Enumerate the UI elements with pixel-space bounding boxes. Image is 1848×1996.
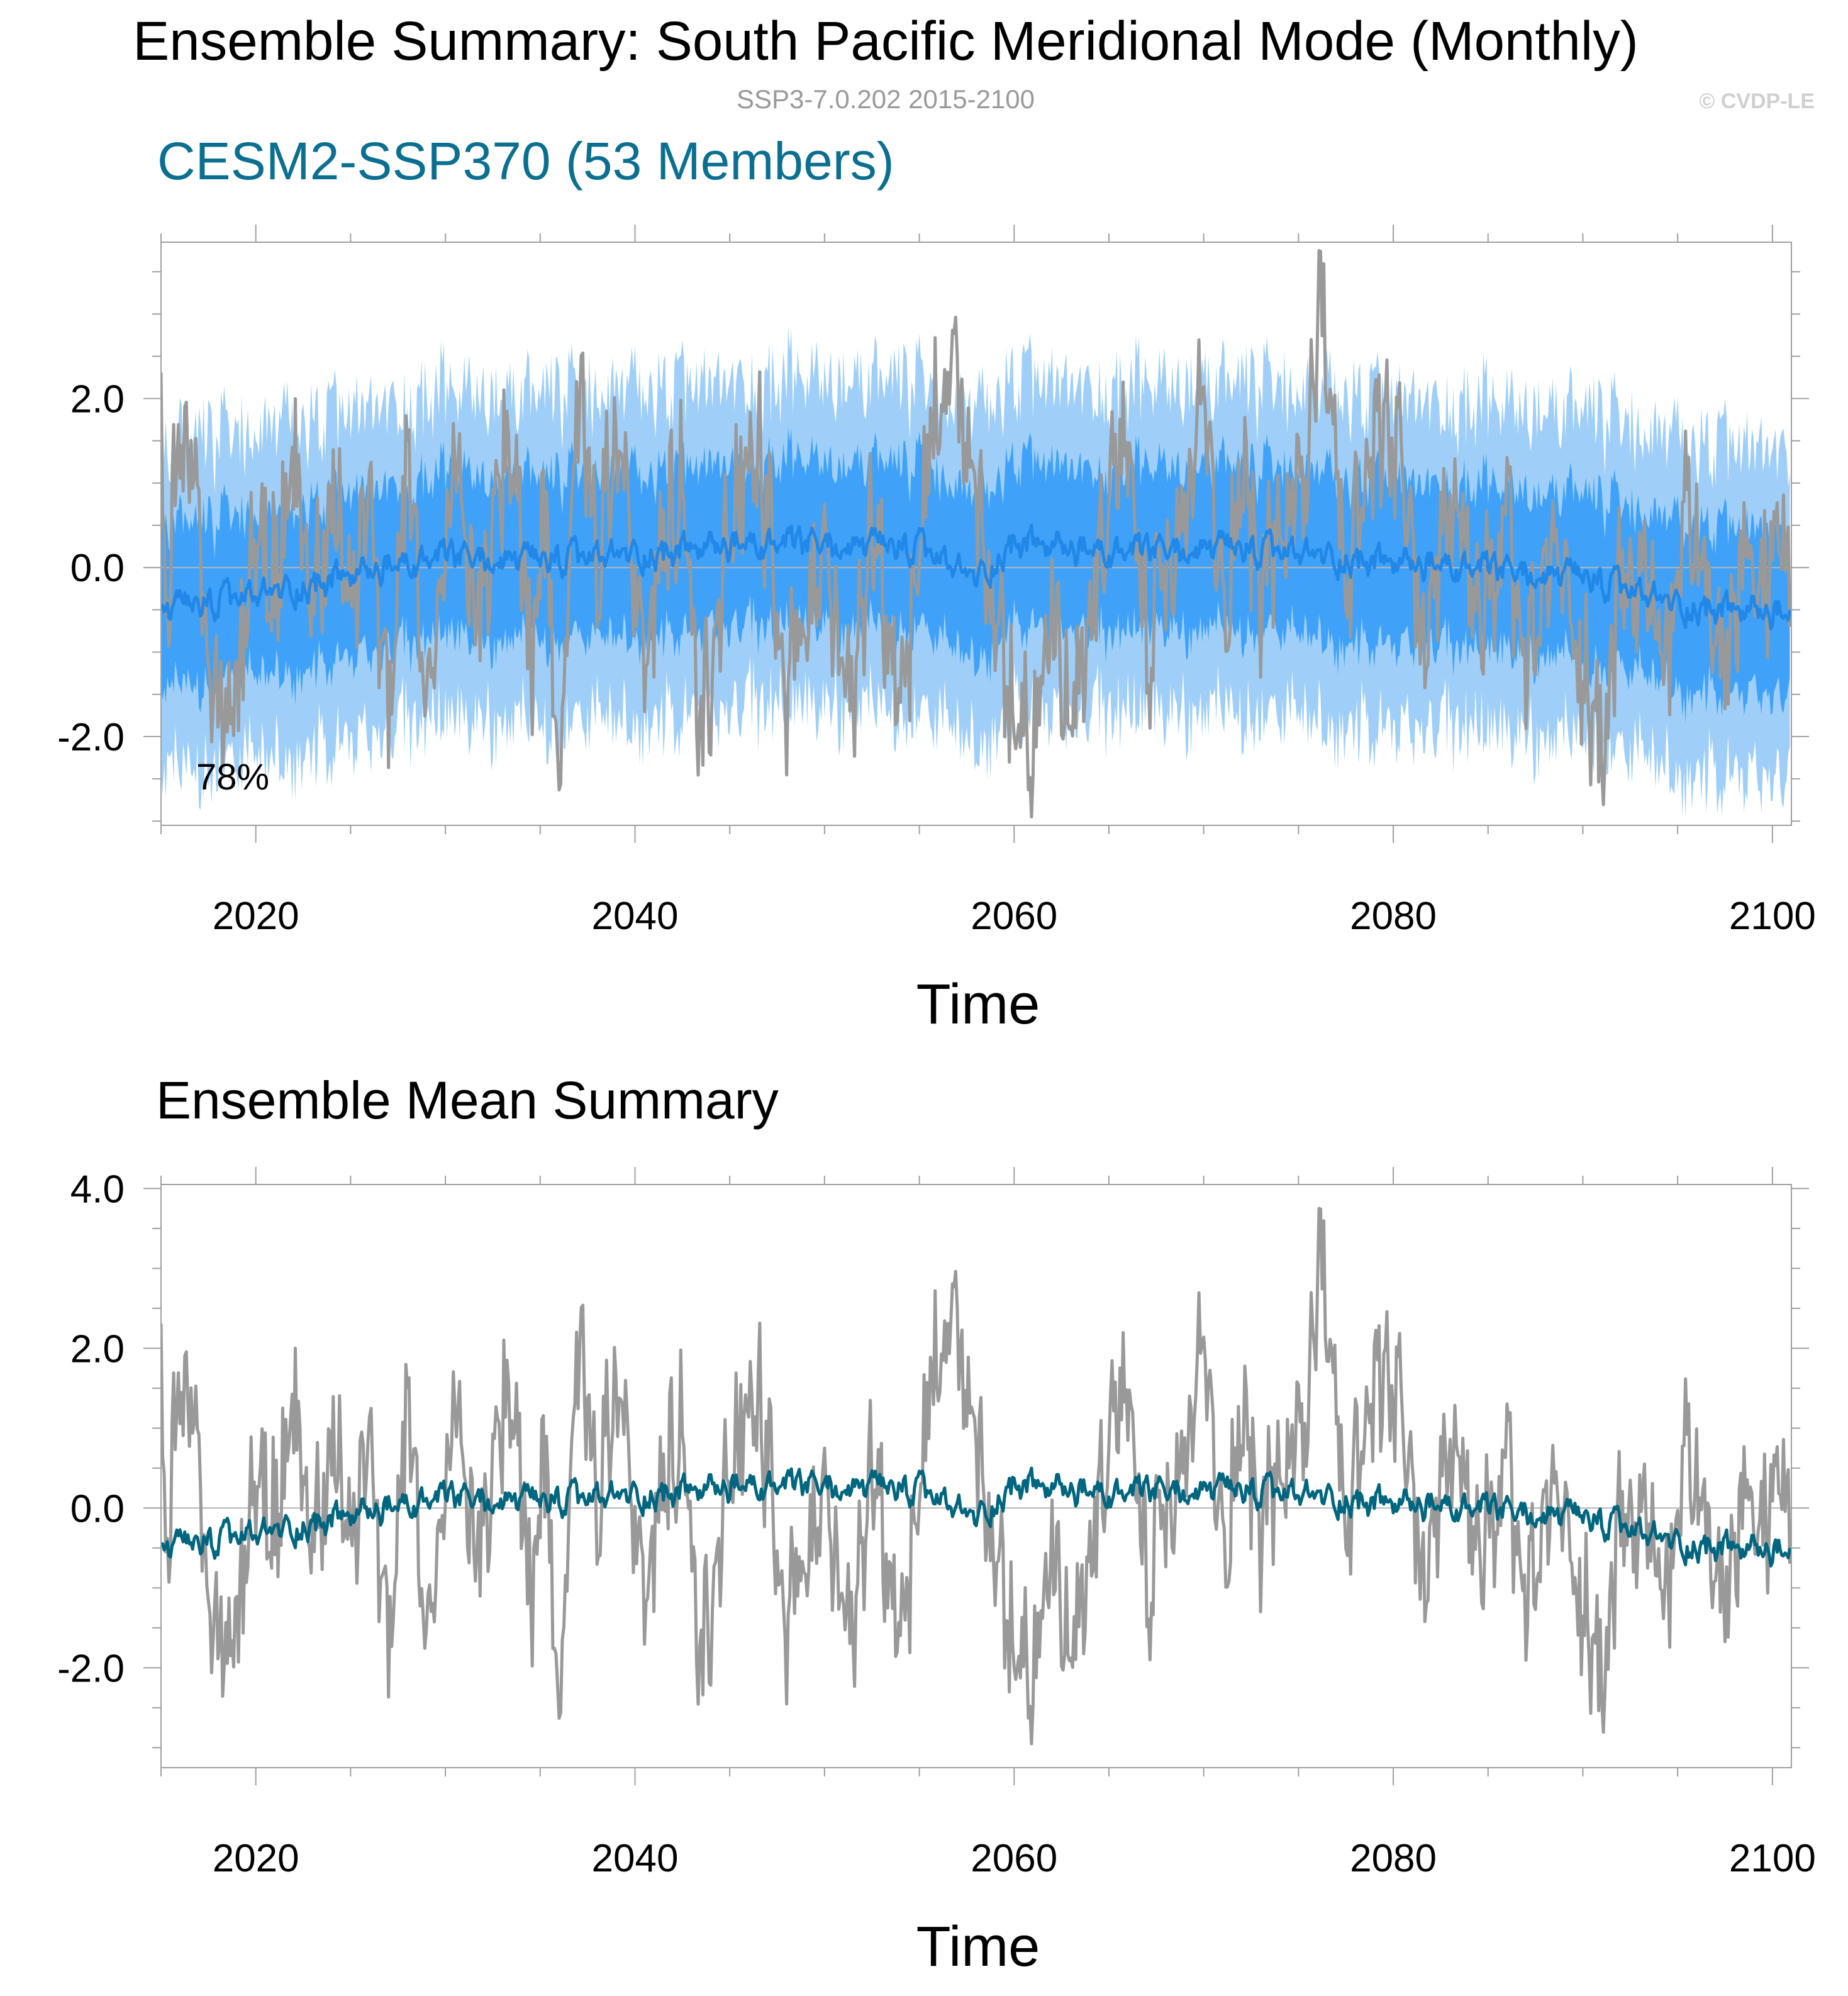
plot-frame <box>160 242 1792 826</box>
figure-subtitle: SSP3-7.0.202 2015-2100 <box>737 84 1035 114</box>
y-tick-label: 0.0 <box>70 547 125 590</box>
plot-area: -2.0 0.0 2.0 2020 2040 2060 2080 2100 <box>57 225 1816 938</box>
figure-title: Ensemble Summary: South Pacific Meridion… <box>133 11 1638 72</box>
ensemble-spread-panel: CESM2-SSP370 (53 Members) -2.0 0.0 2.0 2020… <box>57 131 1816 1036</box>
x-tick-label: 2040 <box>592 895 679 938</box>
ensemble-mean-line <box>161 1466 1791 1568</box>
series-group <box>161 248 1791 819</box>
spread-band-inner <box>161 428 1790 723</box>
x-tick-label: 2020 <box>213 895 299 938</box>
series-group <box>161 1207 1791 1746</box>
ensemble-mean-panel: Ensemble Mean Summary -2.0 0.0 2.0 4.0 2020 2… <box>57 1071 1816 1978</box>
y-tick-label: 0.0 <box>70 1487 125 1530</box>
observations-line <box>161 1207 1791 1746</box>
x-tick-label: 2020 <box>213 1837 299 1880</box>
y-tick-label: -2.0 <box>57 716 125 759</box>
x-tick-label: 2080 <box>1350 895 1437 938</box>
credit-label: © CVDP-LE <box>1699 89 1815 113</box>
x-axis-title: Time <box>916 973 1040 1036</box>
y-tick-label: 2.0 <box>70 378 125 421</box>
x-tick-label: 2100 <box>1729 1837 1816 1880</box>
observations-line <box>161 248 1791 819</box>
x-axis-title: Time <box>916 1915 1040 1978</box>
x-tick-label: 2100 <box>1729 895 1816 938</box>
x-tick-label: 2060 <box>971 895 1057 938</box>
y-tick-label: 2.0 <box>70 1327 125 1371</box>
y-tick-label: -2.0 <box>57 1647 125 1690</box>
plot-frame <box>160 1184 1792 1768</box>
panel-title-mean: Ensemble Mean Summary <box>156 1071 779 1130</box>
ensemble-mean-line <box>161 523 1791 631</box>
x-tick-label: 2080 <box>1350 1837 1437 1880</box>
y-tick-label: 4.0 <box>70 1168 125 1211</box>
x-tick-label: 2060 <box>971 1837 1057 1880</box>
panel-title-model: CESM2-SSP370 (53 Members) <box>157 131 894 191</box>
plot-area: -2.0 0.0 2.0 4.0 2020 2040 2060 2080 2100 <box>57 1167 1816 1880</box>
annotation-percent: 78% <box>196 757 269 798</box>
x-tick-label: 2040 <box>592 1837 679 1880</box>
